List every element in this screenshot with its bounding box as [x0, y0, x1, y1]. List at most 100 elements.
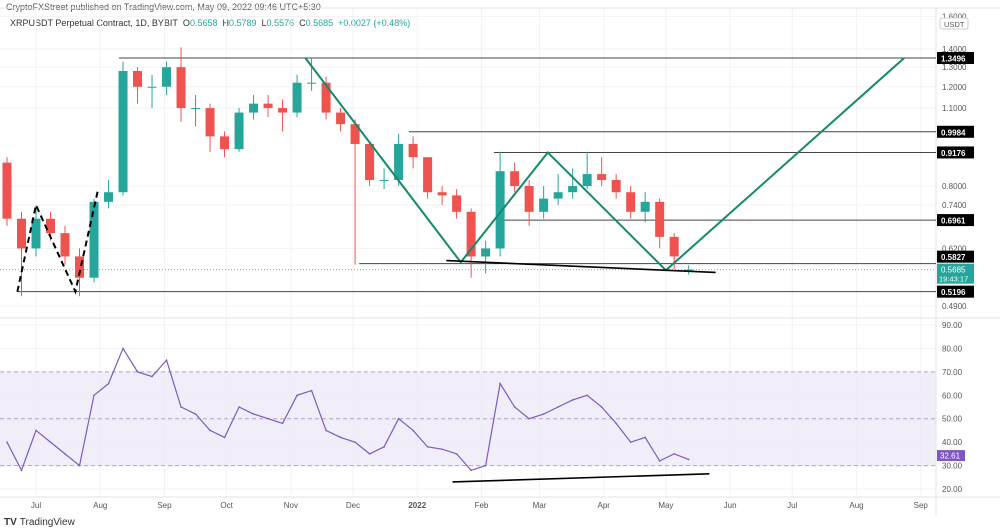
rsi-tick-label: 80.00 [942, 344, 963, 353]
close-value: 0.5685 [305, 18, 334, 28]
rsi-point [441, 448, 443, 450]
level-label: 0.9984 [941, 128, 966, 137]
candle-body [205, 108, 215, 137]
publisher-line: CryptoFXStreet published on TradingView.… [6, 2, 321, 12]
candle-body [452, 195, 462, 212]
rsi-point [644, 436, 646, 439]
candle-body [89, 201, 99, 278]
price-tick-label: 1.6000 [942, 12, 967, 21]
candle-body [524, 186, 534, 212]
rsi-tick-label: 70.00 [942, 368, 963, 377]
rsi-point [136, 371, 139, 373]
rsi-tick-label: 30.00 [942, 462, 963, 471]
low-label: L [261, 18, 267, 28]
level-label: 0.5827 [941, 253, 966, 262]
rsi-point [571, 399, 574, 401]
time-axis-label: Aug [849, 501, 863, 510]
level-label: 0.6961 [941, 217, 966, 226]
candle-body [2, 162, 12, 219]
candle-body [568, 186, 578, 193]
rsi-point [470, 469, 472, 472]
rsi-point [339, 436, 342, 439]
rsi-point [542, 413, 545, 415]
candle-body [75, 256, 85, 278]
rsi-point [673, 453, 675, 455]
high-label: H [222, 18, 229, 28]
candle-body [263, 103, 273, 109]
rsi-point [426, 446, 429, 448]
level-label-box [937, 285, 974, 298]
high-value: 0.5789 [228, 18, 257, 28]
level-label-box [937, 214, 974, 227]
rsi-point [252, 413, 255, 415]
candle-body [437, 192, 447, 196]
candle-body [365, 143, 375, 180]
time-axis-label: Apr [598, 501, 611, 510]
currency-badge [939, 17, 969, 30]
rsi-point [107, 382, 110, 385]
rsi-point [629, 441, 632, 443]
candle-body [611, 179, 621, 193]
time-axis-label: Dec [346, 501, 360, 510]
time-axis-label: Mar [533, 501, 547, 510]
rsi-point [223, 436, 226, 439]
rsi-point [93, 394, 95, 397]
rsi-point [296, 394, 298, 397]
time-axis-label: Feb [475, 501, 489, 510]
candle-body [147, 86, 157, 88]
rsi-point [368, 453, 371, 455]
rsi-point [687, 458, 690, 461]
candle-body [495, 171, 505, 249]
rsi-point [383, 446, 385, 448]
rsi-point [267, 417, 269, 420]
level-label-box [937, 125, 974, 138]
price-tick-label: 0.4900 [942, 302, 967, 311]
time-axis-label: Oct [220, 501, 233, 510]
candle-body [423, 157, 433, 193]
rsi-value-label: 32.61 [940, 452, 961, 461]
candle-body [350, 124, 360, 144]
level-label-box [937, 52, 974, 65]
candle-body [553, 192, 563, 199]
change-value: +0.0027 (+0.48%) [338, 18, 411, 28]
rsi-point [122, 347, 124, 350]
rsi-point [354, 441, 356, 443]
rsi-point [209, 429, 211, 432]
time-axis-label: Jun [724, 501, 737, 510]
candle-body [408, 143, 418, 158]
time-axis-label: Sep [914, 501, 929, 510]
open-value: 0.5658 [189, 18, 218, 28]
level-label: 0.5196 [941, 288, 966, 297]
rsi-point [49, 441, 52, 443]
level-label-box [937, 250, 974, 263]
rsi-trendline [452, 472, 710, 483]
rsi-point [528, 417, 530, 420]
price-tick-label: 1.3000 [942, 63, 967, 72]
low-value: 0.5576 [266, 18, 295, 28]
support-trendline [446, 259, 716, 274]
candle-body [321, 82, 331, 113]
symbol-name: XRPUSDT Perpetual Contract, 1D, BYBIT [10, 18, 178, 28]
rsi-tick-label: 20.00 [942, 485, 963, 494]
rsi-point [658, 460, 661, 462]
time-axis-label: Jul [31, 501, 41, 510]
rsi-point [238, 406, 240, 408]
rsi-point [20, 469, 23, 472]
time-axis-label: 2022 [408, 501, 426, 510]
rsi-point [455, 453, 458, 455]
brand-label: TradingView [19, 517, 75, 528]
symbol-legend: XRPUSDT Perpetual Contract, 1D, BYBIT O0… [10, 18, 410, 28]
candle-body [626, 192, 636, 212]
candle-body [162, 67, 172, 87]
candle-body [220, 136, 230, 150]
price-tick-label: 1.1000 [942, 104, 967, 113]
price-tick-label: 0.6200 [942, 244, 967, 253]
rsi-point [412, 429, 414, 432]
candle-body [655, 201, 665, 237]
rsi-line [6, 347, 689, 472]
time-axis-label: Aug [93, 501, 107, 510]
candle-body [336, 112, 346, 125]
zigzag-pattern-line [304, 57, 905, 272]
rsi-tick-label: 40.00 [942, 438, 963, 447]
